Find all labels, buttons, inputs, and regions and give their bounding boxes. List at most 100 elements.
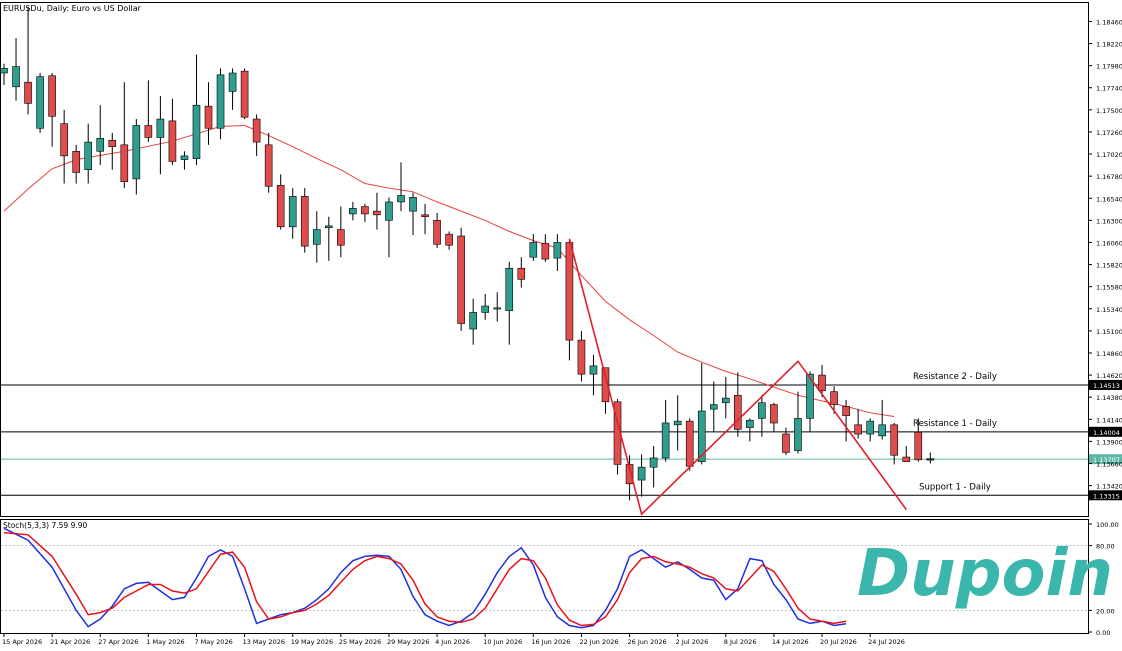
candle-body (649, 457, 658, 468)
candle-body (228, 72, 237, 92)
candle-body (421, 214, 429, 217)
candle-body (192, 104, 201, 159)
x-tick-label: 16 Jun 2026 (531, 638, 570, 646)
candle-body (12, 66, 20, 88)
y-tick-label: 1.16060 (1096, 239, 1122, 247)
candle-body (661, 422, 670, 459)
candle-body (890, 424, 899, 456)
y-tick-label: 1.14140 (1096, 416, 1122, 424)
level-price-label: 1.14513 (1093, 382, 1120, 390)
candle-body (349, 208, 357, 215)
candle-body (625, 464, 634, 485)
candle-body (120, 144, 129, 182)
candle-body (373, 210, 381, 216)
candle-body (36, 76, 44, 129)
x-tick-label: 4 Jun 2026 (435, 638, 470, 646)
candle-body (758, 402, 766, 419)
y-tick-label: 1.13900 (1096, 438, 1122, 446)
candle-body (469, 312, 477, 330)
candle-body (144, 125, 153, 138)
level-price-tag (1089, 426, 1122, 437)
main-chart-frame (0, 2, 1089, 517)
y-tick-label: 1.17980 (1096, 63, 1122, 71)
level-price-tag (1089, 454, 1122, 465)
y-tick-label: 1.16540 (1096, 195, 1122, 203)
candle-body (866, 420, 874, 435)
candle-body (72, 150, 80, 173)
x-tick-label: 2 Jul 2026 (676, 638, 709, 646)
x-tick-label: 10 Jun 2026 (483, 638, 522, 646)
candle-body (457, 235, 465, 324)
x-tick-label: 27 Apr 2026 (98, 638, 138, 646)
candle-body (734, 395, 742, 430)
candle-body (830, 391, 838, 405)
y-tick-label: 1.14380 (1096, 394, 1122, 402)
x-tick-label: 25 May 2026 (339, 638, 381, 646)
y-tick-label: 1.13420 (1096, 483, 1122, 491)
y-tick-label: 1.13660 (1096, 461, 1122, 469)
candle-body (0, 68, 8, 74)
candle-body (601, 367, 610, 403)
x-tick-label: 24 Jul 2026 (868, 638, 905, 646)
level-price-label: 1.13315 (1093, 492, 1120, 500)
candle-body (204, 105, 213, 129)
candle-body (180, 155, 189, 160)
stoch-y-tick-label: 80.00 (1096, 543, 1115, 551)
candle-body (529, 242, 538, 258)
candle-body (481, 305, 490, 313)
zigzag-line (568, 238, 907, 516)
y-tick-label: 1.15820 (1096, 262, 1122, 270)
candle-body (818, 374, 826, 392)
candle-body (252, 118, 261, 143)
candle-body (878, 424, 886, 437)
stoch-y-tick-label: 100.00 (1096, 521, 1119, 529)
candle-body (782, 433, 790, 453)
candle-body (794, 418, 802, 451)
candle-body (48, 75, 56, 117)
y-tick-label: 1.15580 (1096, 284, 1122, 292)
stoch-title: Stoch(5,3,3) 7.59 9.90 (3, 521, 87, 530)
x-tick-label: 8 Jul 2026 (724, 638, 757, 646)
candle-body (577, 339, 586, 375)
candle-body (553, 242, 562, 259)
y-tick-label: 1.14620 (1096, 372, 1122, 380)
candle-body (746, 419, 754, 428)
candle-body (697, 410, 706, 462)
candle-body (132, 125, 141, 180)
y-tick-label: 1.17260 (1096, 129, 1122, 137)
candle-body (721, 397, 730, 404)
level-name-label: Resistance 1 - Daily (913, 419, 997, 429)
candle-body (589, 365, 598, 375)
candle-body (60, 123, 68, 157)
level-name-label: Support 1 - Daily (919, 482, 991, 492)
candle-body (337, 229, 345, 246)
candle-body (541, 243, 550, 260)
candle-body (397, 195, 405, 203)
stoch-series-signal (3, 531, 847, 627)
chart-title: EURUSDu, Daily: Euro vs US Dollar (3, 4, 142, 13)
candle-body (637, 466, 646, 481)
candle-body (565, 242, 574, 341)
x-tick-label: 19 May 2026 (291, 638, 333, 646)
level-price-label: 1.14004 (1093, 429, 1120, 437)
x-tick-label: 26 Jun 2026 (628, 638, 667, 646)
level-name-label: Resistance 2 - Daily (913, 372, 997, 382)
x-tick-label: 21 Apr 2026 (50, 638, 90, 646)
moving-average-line (3, 124, 895, 417)
candle-body (806, 373, 814, 419)
level-price-label: 1.13707 (1093, 456, 1120, 464)
candle-body (264, 144, 273, 187)
x-tick-label: 14 Jul 2026 (772, 638, 809, 646)
y-tick-label: 1.14860 (1096, 350, 1122, 358)
dupoin-logo-text: Dupoin (857, 537, 1113, 611)
x-tick-label: 22 Jun 2026 (579, 638, 618, 646)
candle-body (24, 81, 32, 104)
y-tick-label: 1.16780 (1096, 173, 1122, 181)
x-tick-label: 20 Jul 2026 (820, 638, 857, 646)
candle-body (84, 141, 93, 171)
candle-body (685, 420, 694, 467)
x-tick-label: 15 Apr 2026 (2, 638, 42, 646)
candle-body (276, 185, 285, 228)
